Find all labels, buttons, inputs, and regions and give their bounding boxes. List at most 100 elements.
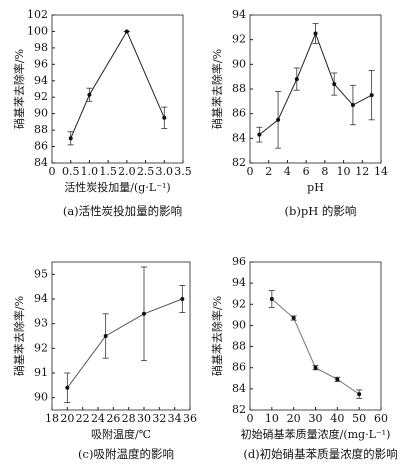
x-tick-label: 8 xyxy=(321,165,328,178)
data-line xyxy=(70,30,165,139)
y-tick-label: 86 xyxy=(232,107,246,120)
data-point xyxy=(269,297,274,301)
x-tick-label: 32 xyxy=(152,412,166,425)
x-tick-label: 22 xyxy=(76,412,90,425)
y-axis-label: 硝基苯去除率/% xyxy=(210,296,224,376)
y-tick-label: 90 xyxy=(232,318,246,331)
x-tick-label: 30 xyxy=(309,412,323,425)
caption: (b)pH 的影响 xyxy=(285,204,357,218)
caption: (c)吸附温度的影响 xyxy=(78,447,174,461)
y-axis-label: 硝基苯去除率/% xyxy=(12,49,26,129)
data-point xyxy=(313,31,318,36)
y-tick-label: 102 xyxy=(27,8,48,21)
y-tick-label: 82 xyxy=(232,156,246,169)
x-tick-label: 0.5 xyxy=(62,165,80,178)
data-point xyxy=(65,385,70,390)
data-point xyxy=(257,132,262,137)
data-point xyxy=(162,115,167,120)
data-point xyxy=(357,392,362,397)
y-tick-label: 100 xyxy=(27,24,48,37)
x-tick-label: 40 xyxy=(330,412,344,425)
x-tick-label: 14 xyxy=(374,165,388,178)
y-tick-label: 84 xyxy=(232,131,246,144)
y-tick-label: 88 xyxy=(34,123,48,136)
y-tick-label: 86 xyxy=(34,140,48,153)
x-tick-label: 4 xyxy=(284,165,291,178)
x-tick-label: 2 xyxy=(265,165,272,178)
x-tick-label: 18 xyxy=(45,412,59,425)
x-tick-label: 6 xyxy=(303,165,310,178)
data-point xyxy=(103,334,108,338)
plot-frame xyxy=(51,261,191,411)
x-tick-label: 10 xyxy=(265,412,279,425)
data-point xyxy=(291,316,296,321)
x-axis-label: 吸附温度/℃ xyxy=(91,427,151,441)
y-tick-label: 90 xyxy=(34,107,48,120)
x-tick-label: 3.5 xyxy=(174,165,192,178)
x-axis-label: 活性炭投加量/(g·L⁻¹) xyxy=(64,180,170,194)
plot-frame xyxy=(51,14,184,164)
y-tick-label: 92 xyxy=(232,297,246,310)
y-tick-label: 82 xyxy=(232,403,246,416)
caption: (a)活性炭投加量的影响 xyxy=(63,204,182,218)
y-tick-label: 95 xyxy=(34,267,48,280)
data-point xyxy=(350,103,355,108)
data-line xyxy=(66,298,183,389)
y-tick-label: 91 xyxy=(34,366,48,379)
y-tick-label: 96 xyxy=(232,255,246,268)
x-axis-label: pH xyxy=(307,181,324,194)
x-tick-label: 0 xyxy=(247,412,254,425)
data-point xyxy=(87,92,92,97)
y-tick-label: 92 xyxy=(34,90,48,103)
x-tick-label: 34 xyxy=(168,412,182,425)
y-tick-label: 84 xyxy=(232,382,246,395)
y-tick-label: 94 xyxy=(34,292,48,305)
y-tick-label: 93 xyxy=(34,317,48,330)
data-line xyxy=(271,298,360,395)
caption: (d)初始硝基苯质量浓度的影响 xyxy=(243,447,397,461)
data-point xyxy=(369,93,374,98)
x-tick-label: 28 xyxy=(122,412,136,425)
y-axis-label: 硝基苯去除率/% xyxy=(12,296,26,376)
data-point xyxy=(335,377,340,382)
y-tick-label: 92 xyxy=(34,341,48,354)
x-tick-label: 3.0 xyxy=(156,165,174,178)
y-tick-label: 94 xyxy=(232,276,246,289)
x-tick-label: 36 xyxy=(183,412,197,425)
x-tick-label: 0 xyxy=(49,165,56,178)
x-tick-label: 24 xyxy=(91,412,105,425)
data-point xyxy=(68,136,73,141)
y-tick-label: 92 xyxy=(232,33,246,46)
y-tick-label: 98 xyxy=(34,41,48,54)
y-tick-label: 94 xyxy=(34,74,48,87)
x-tick-label: 0 xyxy=(247,165,254,178)
x-tick-label: 20 xyxy=(287,412,301,425)
plot-frame xyxy=(249,261,382,411)
data-point xyxy=(124,29,129,34)
y-tick-label: 90 xyxy=(34,391,48,404)
y-axis-label: 硝基苯去除率/% xyxy=(210,49,224,129)
y-tick-label: 94 xyxy=(232,8,246,21)
x-tick-label: 1.5 xyxy=(99,165,117,178)
x-tick-label: 10 xyxy=(337,165,351,178)
data-point xyxy=(180,297,185,301)
x-tick-label: 2.5 xyxy=(137,165,155,178)
x-tick-label: 30 xyxy=(137,412,151,425)
y-tick-label: 96 xyxy=(34,57,48,70)
data-point xyxy=(142,311,146,316)
data-point xyxy=(332,82,337,87)
x-tick-label: 20 xyxy=(60,412,74,425)
x-tick-label: 26 xyxy=(106,412,120,425)
x-tick-label: 50 xyxy=(352,412,366,425)
data-point xyxy=(313,365,318,370)
y-tick-label: 88 xyxy=(232,340,246,353)
x-tick-label: 2.0 xyxy=(118,165,136,178)
y-tick-label: 88 xyxy=(232,82,246,95)
x-tick-label: 12 xyxy=(355,165,369,178)
y-tick-label: 90 xyxy=(232,57,246,70)
y-tick-label: 86 xyxy=(232,361,246,374)
y-tick-label: 84 xyxy=(34,156,48,169)
data-point xyxy=(276,117,281,122)
x-axis-label: 初始硝基苯质量浓度/(mg·L⁻¹) xyxy=(241,427,391,441)
